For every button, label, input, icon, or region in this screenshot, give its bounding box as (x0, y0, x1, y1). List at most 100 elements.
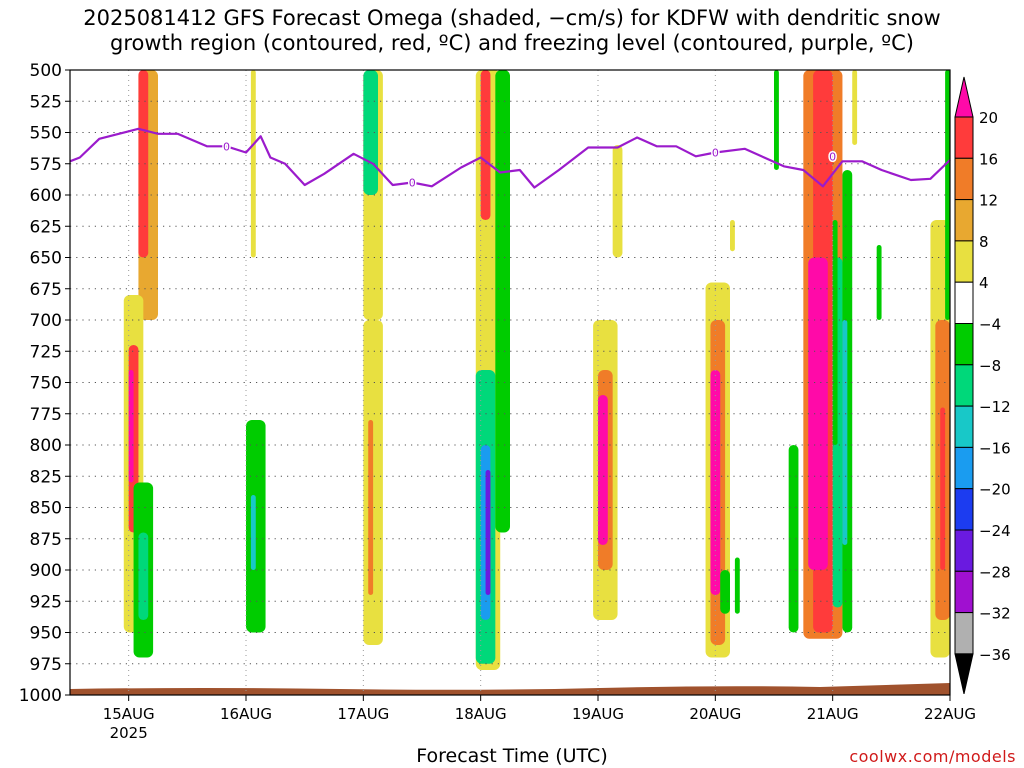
y-tick-label-900: 900 (30, 561, 62, 581)
y-tick-label-1000: 1000 (19, 686, 62, 706)
colorbar-swatch-4 (954, 240, 974, 283)
x-tick-label-5: 20AUG (689, 705, 741, 723)
x-tick-sublabel-0: 2025 (110, 724, 148, 742)
x-tick-label-6: 21AUG (807, 705, 859, 723)
chart-title: 2025081412 GFS Forecast Omega (shaded, −… (0, 6, 1024, 56)
chart-title-line-1: 2025081412 GFS Forecast Omega (shaded, −… (83, 6, 941, 30)
freezing-level-label-0: 0 (223, 140, 230, 153)
omega-region-9 (250, 70, 256, 258)
colorbar: 20 16 12 8 4 −4 −8 −12 −16 −20 −24 −28 −32 −36 (954, 76, 1011, 695)
y-tick-label-550: 550 (30, 124, 62, 144)
colorbar-top-arrow (954, 76, 974, 118)
y-axis: 500 525 550 575 600 625 650 675 700 725 750 775 800 8… (19, 61, 70, 706)
chart-title-line-2: growth region (contoured, red, ºC) and f… (110, 31, 914, 55)
y-tick-label-875: 875 (30, 530, 62, 550)
omega-region-8 (250, 495, 256, 570)
colorbar-label-8: −16 (979, 439, 1011, 457)
colorbar-label-10: −24 (979, 522, 1011, 540)
ground-surface (70, 683, 950, 695)
freezing-level-label-2: 0 (712, 147, 719, 160)
y-tick-label-700: 700 (30, 311, 62, 331)
colorbar-label-0: 20 (979, 109, 998, 127)
omega-region-40 (876, 245, 882, 320)
colorbar-swatch-13 (954, 612, 974, 655)
omega-region-18 (485, 470, 491, 595)
freezing-level-line (69, 127, 951, 189)
colorbar-label-6: −8 (979, 357, 1001, 375)
omega-region-26 (710, 370, 721, 595)
site-credit: coolwx.com/models (849, 747, 1016, 766)
y-tick-label-975: 975 (30, 655, 62, 675)
omega-region-23 (612, 145, 623, 258)
omega-region-22 (598, 395, 608, 545)
colorbar-swatch-5 (954, 281, 974, 325)
y-tick-label-500: 500 (30, 61, 62, 81)
omega-region-6 (138, 532, 149, 620)
omega-region-1 (138, 70, 149, 258)
x-tick-label-2: 17AUG (337, 705, 389, 723)
y-tick-label-675: 675 (30, 280, 62, 300)
omega-shading-layer (123, 70, 950, 670)
colorbar-swatch-3 (954, 199, 974, 242)
omega-region-15 (480, 70, 491, 220)
ground-layer (70, 683, 950, 695)
freezing-level-label-3: 0 (829, 150, 836, 163)
omega-region-28 (730, 220, 735, 252)
colorbar-swatch-9 (954, 446, 974, 490)
y-tick-label-725: 725 (30, 342, 62, 362)
y-tick-label-625: 625 (30, 217, 62, 237)
colorbar-swatch-12 (954, 570, 974, 614)
y-tick-label-775: 775 (30, 405, 62, 425)
omega-region-30 (774, 70, 779, 170)
omega-region-31 (788, 445, 799, 633)
y-tick-label-750: 750 (30, 374, 62, 394)
x-tick-label-0: 15AUG (103, 705, 155, 723)
omega-region-43 (940, 407, 946, 570)
colorbar-label-13: −36 (979, 646, 1011, 664)
y-tick-label-600: 600 (30, 186, 62, 206)
colorbar-label-9: −20 (979, 481, 1011, 499)
colorbar-label-12: −32 (979, 605, 1011, 623)
colorbar-label-5: −4 (979, 316, 1001, 334)
colorbar-swatch-6 (954, 323, 974, 366)
omega-region-27 (720, 570, 730, 614)
x-axis-title: Forecast Time (UTC) (416, 745, 608, 767)
y-tick-label-950: 950 (30, 624, 62, 644)
colorbar-bottom-arrow (954, 653, 974, 695)
colorbar-label-2: 12 (979, 192, 998, 210)
y-tick-label-650: 650 (30, 249, 62, 269)
colorbar-label-4: 4 (979, 274, 989, 292)
omega-region-39 (852, 70, 858, 145)
x-tick-label-4: 19AUG (572, 705, 624, 723)
omega-region-44 (945, 70, 950, 320)
colorbar-swatch-1 (954, 116, 974, 159)
y-tick-label-525: 525 (30, 92, 62, 112)
omega-region-38 (842, 320, 848, 545)
x-tick-label-1: 16AUG (220, 705, 272, 723)
colorbar-swatch-10 (954, 488, 974, 531)
y-tick-label-575: 575 (30, 155, 62, 175)
omega-region-13 (368, 420, 374, 595)
freezing-level-layer: 0 0 0 0 (69, 127, 951, 191)
freezing-level-label-1: 0 (409, 177, 416, 190)
y-tick-label-825: 825 (30, 467, 62, 487)
y-tick-label-850: 850 (30, 499, 62, 519)
colorbar-label-7: −12 (979, 398, 1011, 416)
omega-region-19 (495, 70, 510, 533)
y-tick-label-925: 925 (30, 592, 62, 612)
omega-region-36 (832, 220, 838, 445)
colorbar-swatch-2 (954, 157, 974, 201)
colorbar-label-11: −28 (979, 563, 1011, 581)
colorbar-label-3: 8 (979, 233, 989, 251)
colorbar-swatch-7 (954, 364, 974, 407)
omega-region-34 (808, 257, 828, 570)
omega-region-4 (128, 370, 134, 483)
omega-region-29 (734, 557, 740, 614)
colorbar-label-1: 16 (979, 150, 998, 168)
omega-region-11 (363, 70, 378, 195)
x-tick-label-3: 18AUG (455, 705, 507, 723)
colorbar-swatch-11 (954, 529, 974, 572)
y-tick-label-800: 800 (30, 436, 62, 456)
